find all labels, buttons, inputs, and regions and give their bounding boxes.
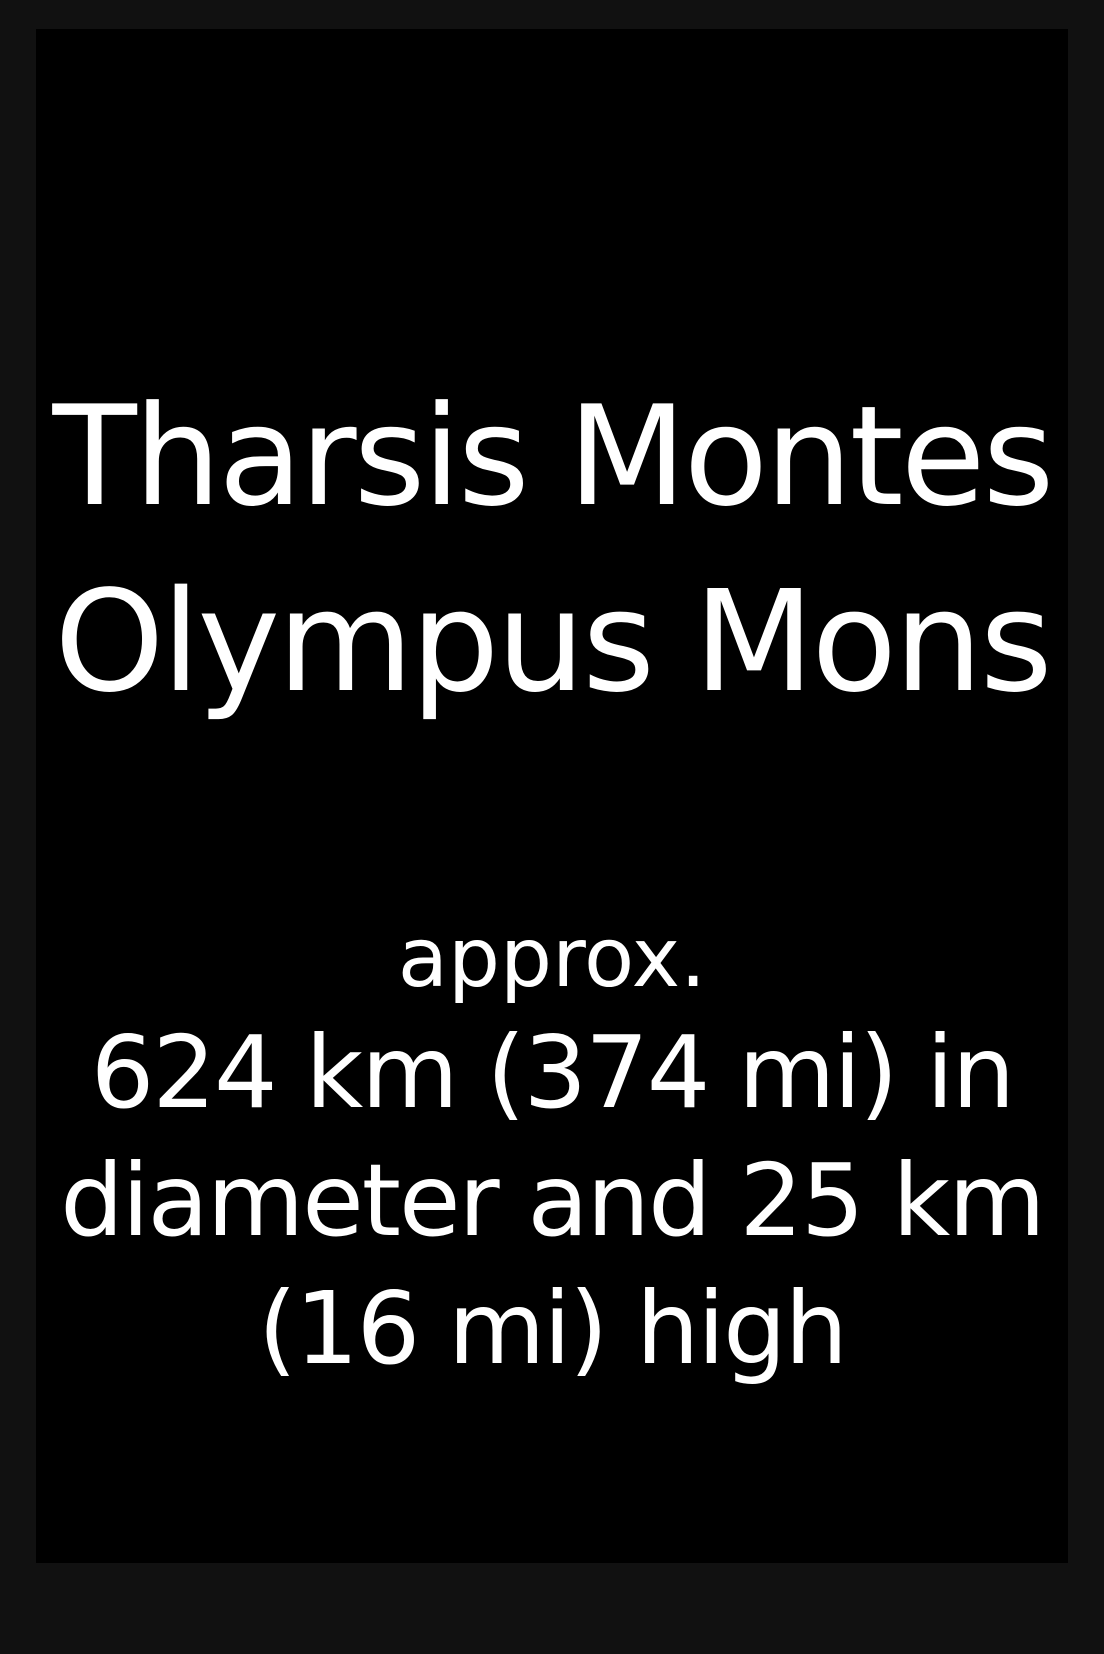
details-block: approx. 624 km (374 mi) in diameter and … — [36, 909, 1068, 1393]
detail-line-1: 624 km (374 mi) in — [90, 1014, 1016, 1131]
title-block: Tharsis Montes Olympus Mons — [36, 364, 1068, 736]
title-line-1: Tharsis Montes — [52, 376, 1055, 537]
detail-line-2: diameter and 25 km — [60, 1142, 1045, 1259]
title-line-2: Olympus Mons — [54, 561, 1052, 724]
detail-line-3: (16 mi) high — [257, 1270, 848, 1387]
info-card: Tharsis Montes Olympus Mons approx. 624 … — [36, 29, 1068, 1563]
approx-label: approx. — [397, 911, 707, 1006]
